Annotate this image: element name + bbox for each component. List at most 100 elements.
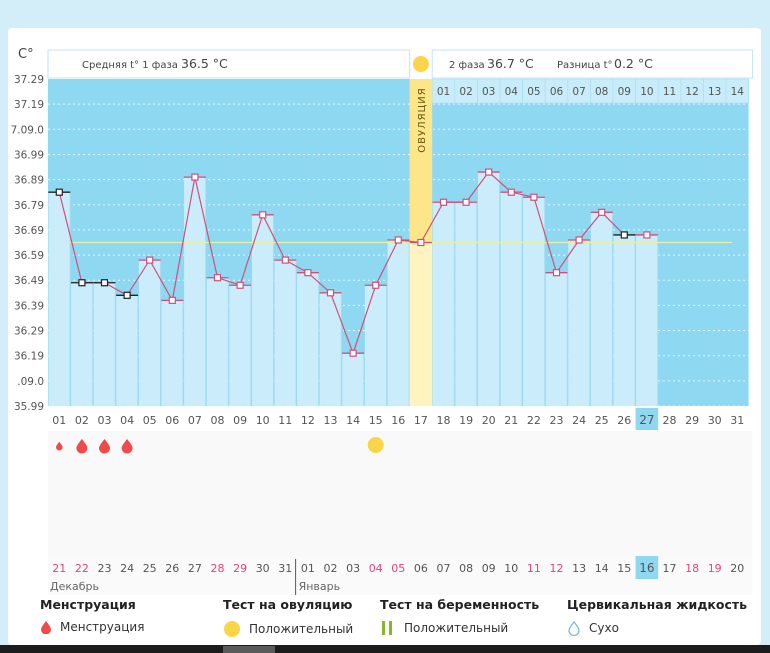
blood-drop-icon: [121, 439, 133, 454]
temp-bar: [319, 292, 342, 406]
temp-bar: [138, 260, 161, 406]
date-label: 08: [459, 562, 473, 575]
phase2-day-label: 03: [482, 86, 495, 98]
x-day-label: 16: [391, 414, 405, 427]
x-day-label: 15: [369, 414, 383, 427]
legend-pregnancy-test: Тест на беременность Положительный: [380, 597, 539, 636]
legend-title: Тест на овуляцию: [223, 597, 353, 612]
temp-point: [55, 188, 63, 196]
temp-point: [417, 238, 425, 247]
diff-value: 0.2 °C: [614, 56, 653, 71]
date-label: 30: [256, 562, 270, 575]
ovulation-bar: [409, 242, 433, 406]
temp-point: [236, 281, 244, 289]
temp-bar: [48, 192, 71, 406]
date-label: 02: [324, 562, 338, 575]
blood-drop-icon: [56, 441, 63, 451]
scrollbar-thumb[interactable]: [223, 646, 275, 653]
x-day-label: 11: [278, 414, 292, 427]
x-day-label: 19: [459, 414, 473, 427]
temp-bar: [184, 177, 206, 406]
phase2-day-label: 06: [550, 86, 564, 98]
today-highlight: [635, 408, 659, 430]
temp-bar: [523, 197, 545, 406]
legend-menstruation: Менструация Менструация: [40, 597, 144, 634]
phase1-label: Средняя t° 1 фаза: [82, 60, 178, 71]
temp-point: [372, 281, 380, 289]
month-label: Январь: [299, 580, 341, 593]
phase2-day-label: 10: [640, 86, 653, 98]
temp-bar: [161, 300, 184, 406]
x-day-label: 14: [346, 414, 360, 427]
x-day-label: 07: [188, 414, 202, 427]
sun-icon: [412, 56, 429, 72]
temp-bar: [364, 285, 387, 406]
temp-point: [530, 193, 538, 201]
phase2-day-label: 05: [527, 86, 540, 98]
legend-item: Менструация: [60, 620, 145, 634]
temp-bar: [274, 260, 297, 406]
phase2-day-label: 12: [685, 86, 698, 98]
legend-title: Менструация: [40, 597, 136, 612]
x-day-label: 29: [685, 414, 699, 427]
date-label: 17: [663, 562, 677, 575]
temp-point: [78, 279, 86, 287]
date-label: 21: [52, 562, 66, 575]
date-label: 07: [437, 562, 451, 575]
date-label: 16: [639, 561, 654, 575]
y-unit-label: C°: [18, 47, 34, 62]
y-tick-label: 36.59: [14, 250, 44, 262]
date-label: 01: [301, 562, 315, 575]
temp-point: [213, 274, 222, 282]
diff-label: Разница t°: [557, 60, 613, 71]
x-day-label: 23: [550, 414, 564, 427]
y-tick-label: 36.79: [14, 200, 44, 212]
dry-drop-icon: [568, 620, 580, 636]
x-day-label: 31: [730, 414, 744, 427]
date-label: 22: [75, 562, 89, 575]
today-date-highlight: [635, 556, 659, 579]
temp-bar: [71, 282, 93, 406]
x-day-label: 04: [120, 414, 134, 427]
temp-bar: [477, 172, 500, 406]
temp-point: [123, 291, 131, 299]
phase2-value: 36.7 °C: [487, 56, 534, 71]
x-day-label: 01: [52, 414, 66, 427]
symptoms-area: [48, 431, 753, 557]
temp-bar: [342, 353, 364, 406]
month-label: Декабрь: [50, 580, 99, 593]
x-day-label: 12: [301, 414, 315, 427]
y-tick-label: 36.39: [14, 300, 44, 312]
temp-bar: [206, 277, 229, 406]
y-tick-label: 36.19: [14, 351, 44, 363]
phase1-header: [47, 49, 411, 79]
phase2-day-label: 02: [459, 86, 472, 98]
date-label: 10: [504, 562, 518, 575]
legend-item: Положительный: [404, 621, 509, 635]
temp-bar: [297, 272, 319, 406]
x-day-label: 20: [482, 414, 496, 427]
date-label: 14: [595, 562, 609, 575]
blood-drop-icon: [99, 439, 110, 454]
x-day-label: 10: [256, 414, 270, 427]
y-tick-label: 36.99: [14, 149, 44, 161]
y-tick-label: 35.99: [14, 401, 44, 413]
legend-cervical: Цервикальная жидкость Сухо: [567, 597, 747, 636]
x-day-label: 09: [233, 414, 247, 427]
temp-bar: [613, 234, 636, 406]
x-day-label: 27: [639, 413, 654, 427]
phase2-day-label: 14: [731, 86, 745, 98]
temp-bar: [93, 282, 116, 406]
phase2-day-cell: [725, 78, 749, 104]
x-day-label: 02: [75, 414, 89, 427]
date-label: 05: [391, 562, 405, 575]
temp-point: [462, 198, 470, 206]
date-label: 11: [527, 562, 541, 575]
date-label: 12: [550, 562, 564, 575]
y-tick-label: 36.89: [14, 175, 44, 187]
temp-point: [326, 289, 335, 297]
x-day-label: 25: [595, 414, 609, 427]
legend-item: Сухо: [589, 621, 619, 635]
temp-bar: [500, 192, 523, 406]
date-label: 26: [165, 562, 179, 575]
